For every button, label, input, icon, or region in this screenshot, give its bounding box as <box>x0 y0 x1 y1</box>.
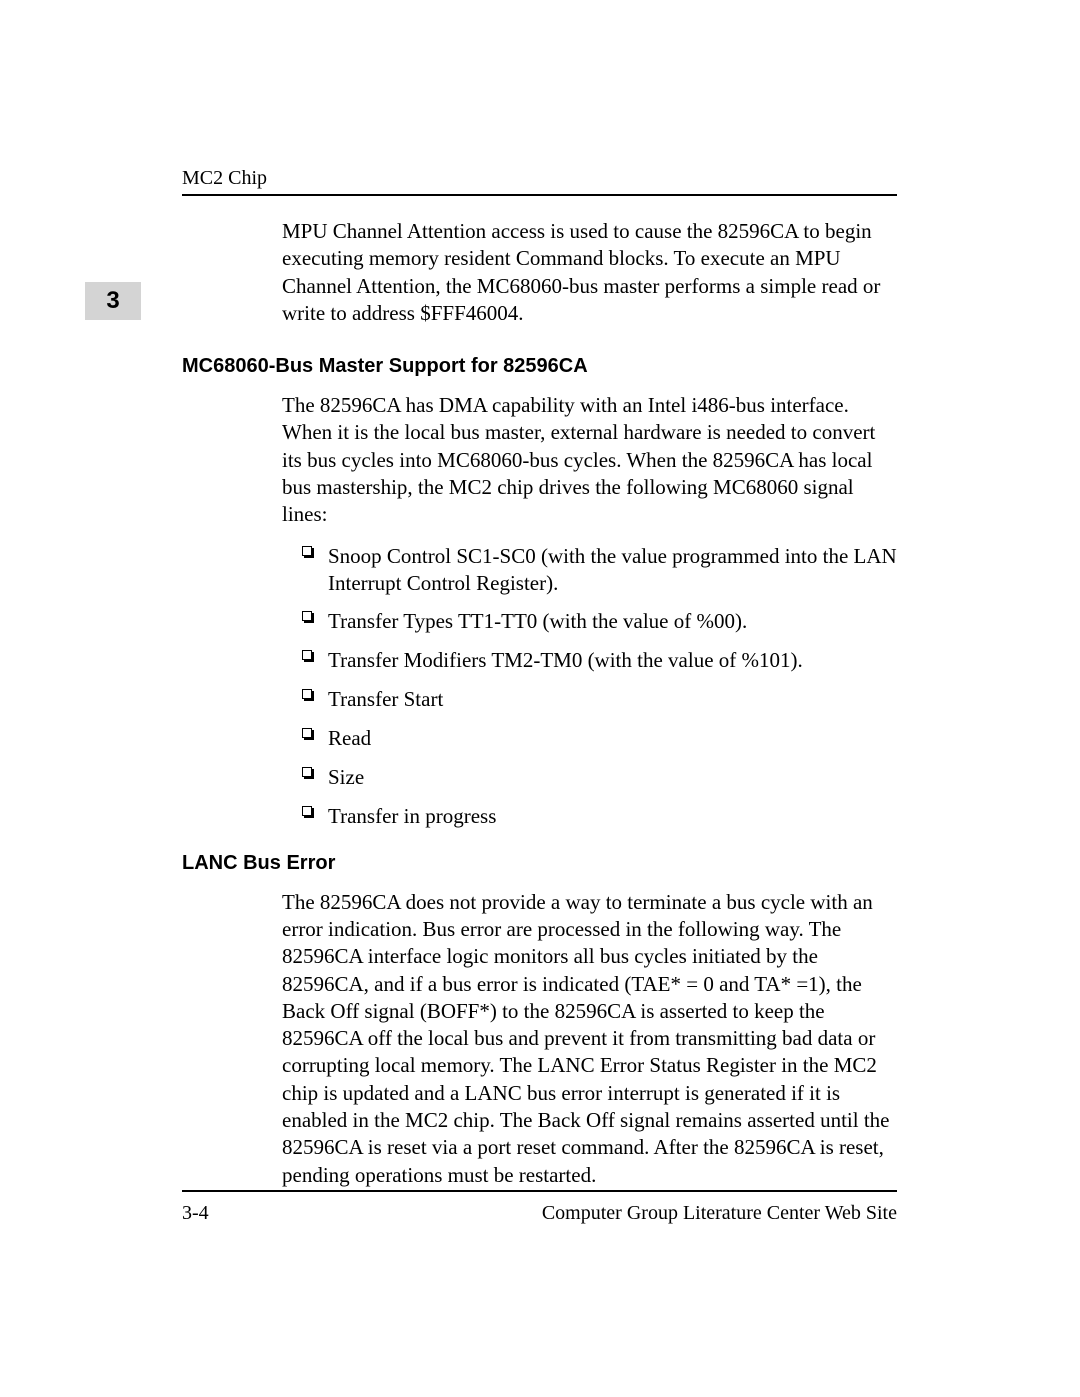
bullet-icon <box>302 767 314 779</box>
list-item-text: Transfer in progress <box>328 804 496 828</box>
list-item: Transfer Types TT1-TT0 (with the value o… <box>282 608 897 635</box>
header-rule <box>182 194 897 196</box>
footer-page-number: 3-4 <box>182 1202 209 1225</box>
list-item-text: Transfer Modifiers TM2-TM0 (with the val… <box>328 648 803 672</box>
bullet-icon <box>302 728 314 740</box>
list-item: Read <box>282 725 897 752</box>
bullet-icon <box>302 806 314 818</box>
chapter-number: 3 <box>106 287 119 315</box>
list-item: Transfer Modifiers TM2-TM0 (with the val… <box>282 647 897 674</box>
bullet-icon <box>302 611 314 623</box>
bullet-icon <box>302 689 314 701</box>
bullet-list: Snoop Control SC1-SC0 (with the value pr… <box>282 543 897 830</box>
bullet-icon <box>302 546 314 558</box>
section2-paragraph: The 82596CA does not provide a way to te… <box>282 889 897 1189</box>
intro-paragraph: MPU Channel Attention access is used to … <box>282 218 897 327</box>
list-item-text: Transfer Start <box>328 687 443 711</box>
list-item: Transfer Start <box>282 686 897 713</box>
section-heading-2: LANC Bus Error <box>182 852 897 875</box>
list-item-text: Transfer Types TT1-TT0 (with the value o… <box>328 609 747 633</box>
bullet-icon <box>302 650 314 662</box>
list-item: Size <box>282 764 897 791</box>
list-item: Transfer in progress <box>282 803 897 830</box>
list-item-text: Read <box>328 726 371 750</box>
footer-site: Computer Group Literature Center Web Sit… <box>542 1202 897 1225</box>
section1-paragraph: The 82596CA has DMA capability with an I… <box>282 392 897 528</box>
footer-rule <box>182 1190 897 1192</box>
section-heading-1: MC68060-Bus Master Support for 82596CA <box>182 355 897 378</box>
running-header: MC2 Chip <box>182 167 897 190</box>
list-item: Snoop Control SC1-SC0 (with the value pr… <box>282 543 897 597</box>
list-item-text: Size <box>328 765 364 789</box>
content-area: MPU Channel Attention access is used to … <box>182 218 897 1207</box>
list-item-text: Snoop Control SC1-SC0 (with the value pr… <box>328 544 897 595</box>
page: MC2 Chip 3 MPU Channel Attention access … <box>0 0 1080 1397</box>
chapter-tab: 3 <box>85 282 141 320</box>
